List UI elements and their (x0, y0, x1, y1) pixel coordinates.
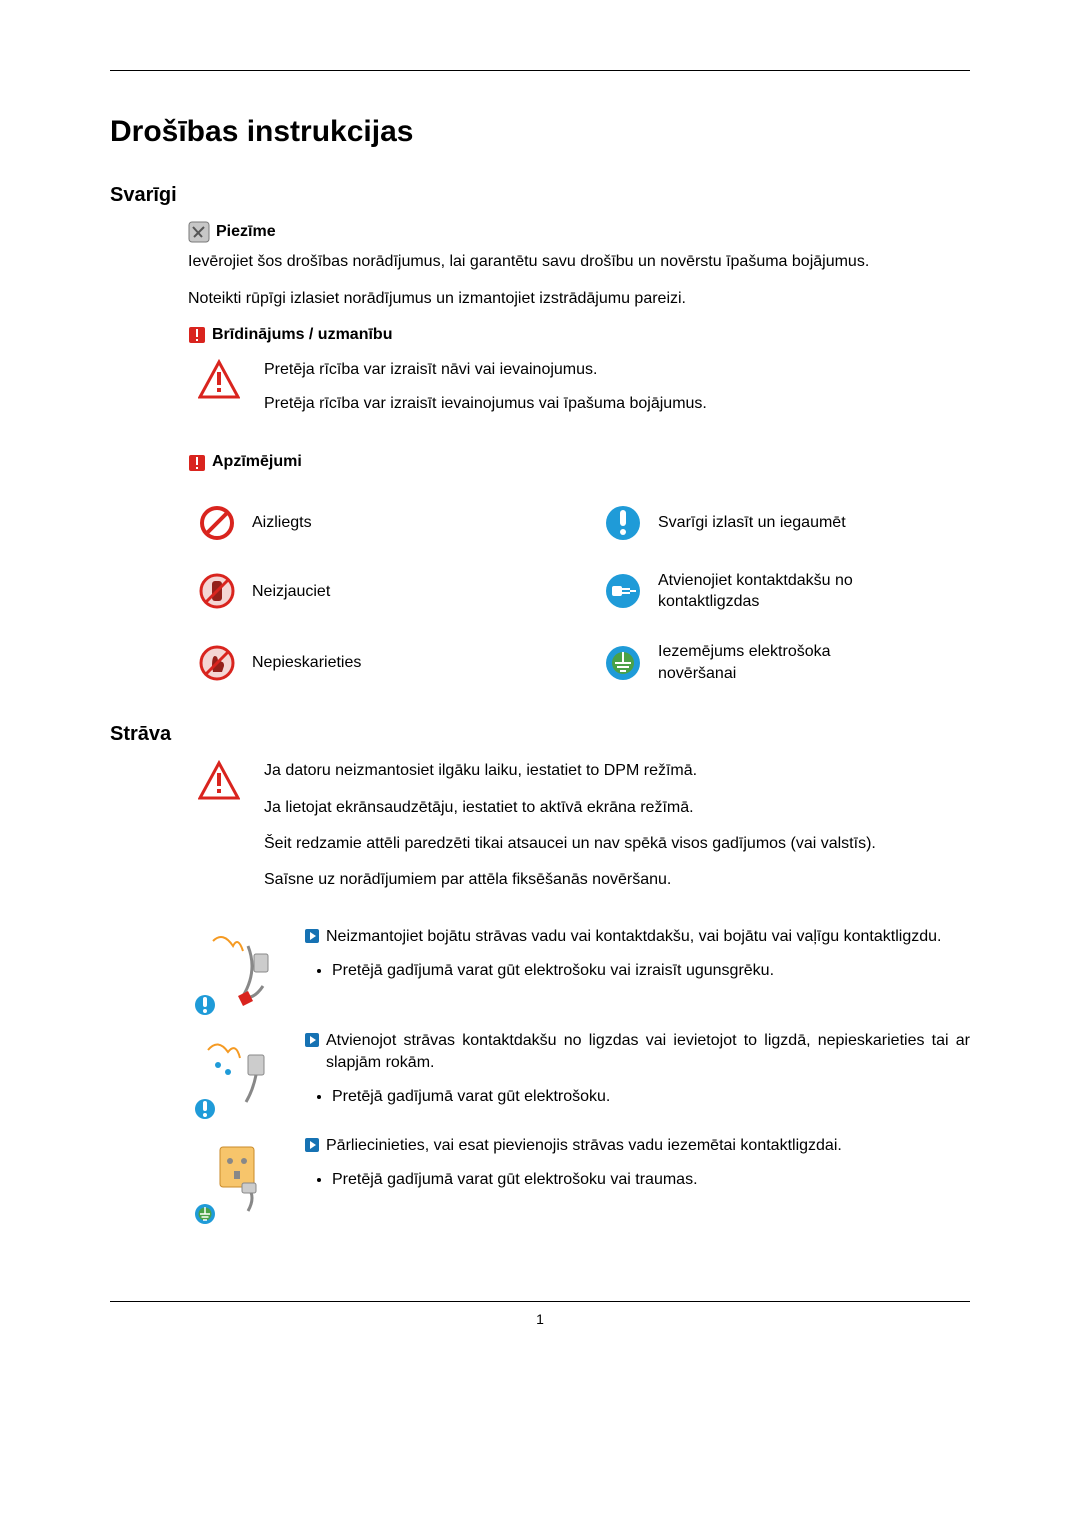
symbol-no-disassemble-label: Neizjauciet (252, 581, 330, 603)
power-item-1: Atvienojot strāvas kontaktdakšu no ligzd… (198, 1030, 970, 1117)
ground-badge-icon (194, 1203, 216, 1225)
power-item-2-bullet: Pretējā gadījumā varat gūt elektrošoku v… (332, 1169, 970, 1191)
warning-triangle-icon (198, 760, 240, 802)
power-item-0-bullet: Pretējā gadījumā varat gūt elektrošoku v… (332, 960, 970, 982)
bullet-arrow-icon (304, 1032, 320, 1048)
illustration-grounded-outlet (198, 1135, 284, 1221)
symbol-ground-label: Iezemējums elektrošoka novēršanai (658, 641, 888, 684)
power-body: Ja datoru neizmantosiet ilgāku laiku, ie… (188, 760, 970, 1221)
alert-icon (188, 454, 206, 472)
power-item-2: Pārliecinieties, vai esat pievienojis st… (198, 1135, 970, 1221)
symbols-label-row: Apzīmējumi (188, 451, 970, 473)
power-item-2-text: Pārliecinieties, vai esat pievienojis st… (304, 1135, 970, 1200)
power-item-1-lead-row: Atvienojot strāvas kontaktdakšu no ligzd… (304, 1030, 970, 1075)
page-footer: 1 (110, 1301, 970, 1330)
exclaim-badge-icon (194, 1098, 216, 1120)
power-item-1-bullet: Pretējā gadījumā varat gūt elektrošoku. (332, 1086, 970, 1108)
symbol-grid: Aizliegts Svarīgi izlasīt un iegaumēt Ne… (198, 504, 970, 684)
symbol-no-disassemble: Neizjauciet (198, 570, 564, 613)
warn-text-block: Pretēja rīcība var izraisīt nāvi vai iev… (264, 359, 707, 428)
bullet-arrow-icon (304, 928, 320, 944)
bullet-arrow-icon (304, 1137, 320, 1153)
power-item-0-lead-row: Neizmantojiet bojātu strāvas vadu vai ko… (304, 926, 970, 948)
power-item-0: Neizmantojiet bojātu strāvas vadu vai ko… (198, 926, 970, 1012)
section-important-heading: Svarīgi (110, 181, 970, 209)
power-intro-block: Ja datoru neizmantosiet ilgāku laiku, ie… (198, 760, 970, 906)
forbidden-icon (198, 504, 236, 542)
power-item-0-text: Neizmantojiet bojātu strāvas vadu vai ko… (304, 926, 970, 991)
symbol-unplug: Atvienojiet kontaktdakšu no kontaktligzd… (604, 570, 970, 613)
illustration-damaged-cord (198, 926, 284, 1012)
ground-icon (604, 644, 642, 682)
power-intro-1: Ja datoru neizmantosiet ilgāku laiku, ie… (264, 760, 876, 782)
power-item-1-text: Atvienojot strāvas kontaktdakšu no ligzd… (304, 1030, 970, 1117)
symbol-forbidden: Aizliegts (198, 504, 564, 542)
power-intro-text: Ja datoru neizmantosiet ilgāku laiku, ie… (264, 760, 876, 906)
power-item-0-lead: Neizmantojiet bojātu strāvas vadu vai ko… (326, 926, 941, 948)
power-item-2-lead-row: Pārliecinieties, vai esat pievienojis st… (304, 1135, 970, 1157)
symbols-label: Apzīmējumi (212, 451, 302, 473)
power-item-2-lead: Pārliecinieties, vai esat pievienojis st… (326, 1135, 842, 1157)
important-body: Piezīme Ievērojiet šos drošības norādīju… (188, 221, 970, 684)
note-row: Piezīme (188, 221, 970, 243)
warn-block: Pretēja rīcība var izraisīt nāvi vai iev… (198, 359, 970, 428)
note-label: Piezīme (216, 221, 276, 243)
note-text: Ievērojiet šos drošības norādījumus, lai… (188, 251, 970, 273)
no-disassemble-icon (198, 572, 236, 610)
section-power-heading: Strāva (110, 720, 970, 748)
symbol-unplug-label: Atvienojiet kontaktdakšu no kontaktligzd… (658, 570, 888, 613)
note-icon (188, 221, 210, 243)
symbol-ground: Iezemējums elektrošoka novēršanai (604, 641, 970, 684)
top-rule (110, 70, 970, 71)
warning-triangle-icon (198, 359, 240, 401)
unplug-icon (604, 572, 642, 610)
page-number: 1 (536, 1311, 544, 1327)
warn-label-row: Brīdinājums / uzmanību (188, 324, 970, 346)
symbol-important-read: Svarīgi izlasīt un iegaumēt (604, 504, 970, 542)
warn-text-1: Pretēja rīcība var izraisīt nāvi vai iev… (264, 359, 707, 381)
warn-label: Brīdinājums / uzmanību (212, 324, 392, 346)
exclaim-badge-icon (194, 994, 216, 1016)
alert-icon (188, 326, 206, 344)
symbol-no-touch-label: Nepieskarieties (252, 652, 361, 674)
illustration-wet-hands (198, 1030, 284, 1116)
warn-text-2: Pretēja rīcība var izraisīt ievainojumus… (264, 393, 707, 415)
important-read-icon (604, 504, 642, 542)
power-item-1-lead: Atvienojot strāvas kontaktdakšu no ligzd… (326, 1030, 970, 1075)
no-touch-icon (198, 644, 236, 682)
symbol-forbidden-label: Aizliegts (252, 512, 312, 534)
power-intro-3: Šeit redzamie attēli paredzēti tikai ats… (264, 833, 876, 855)
read-text: Noteikti rūpīgi izlasiet norādījumus un … (188, 288, 970, 310)
page-title: Drošības instrukcijas (110, 111, 970, 153)
power-intro-4: Saīsne uz norādījumiem par attēla fiksēš… (264, 869, 876, 891)
power-intro-2: Ja lietojat ekrānsaudzētāju, iestatiet t… (264, 797, 876, 819)
symbol-no-touch: Nepieskarieties (198, 641, 564, 684)
symbol-important-read-label: Svarīgi izlasīt un iegaumēt (658, 512, 846, 534)
